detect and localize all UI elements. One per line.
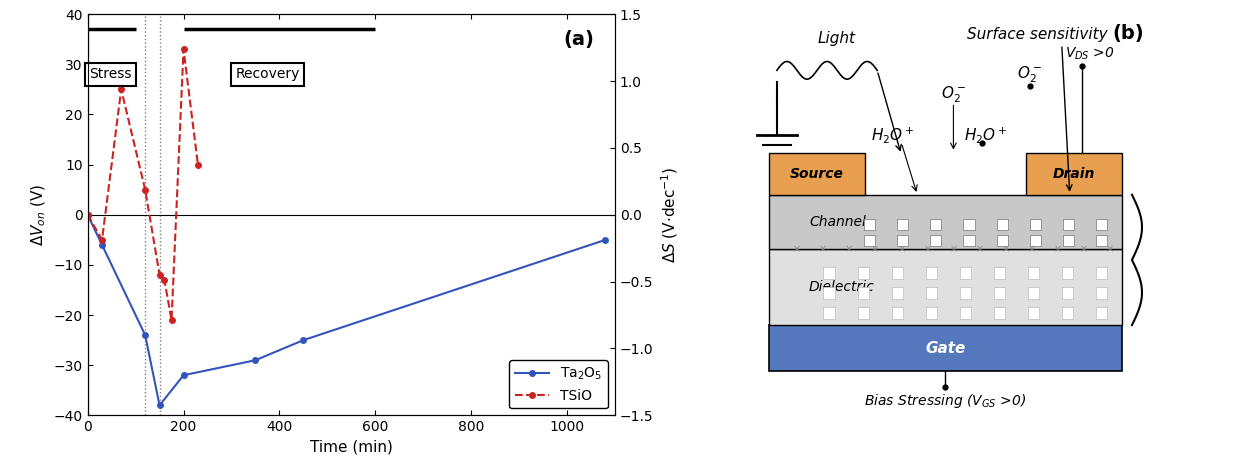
Text: Gate: Gate	[925, 341, 965, 356]
Text: ×: ×	[871, 244, 879, 254]
Bar	[858, 287, 869, 299]
Text: ×: ×	[1079, 244, 1088, 254]
Bar	[960, 287, 972, 299]
Bar	[858, 267, 869, 278]
Text: $O_2^-$: $O_2^-$	[1017, 64, 1042, 84]
Bar	[824, 267, 835, 278]
Bar	[864, 219, 875, 230]
Text: $O_2^-$: $O_2^-$	[942, 84, 967, 105]
Bar	[891, 287, 903, 299]
Text: Channel: Channel	[809, 215, 866, 229]
Text: Stress: Stress	[89, 67, 131, 81]
Y-axis label: $\Delta V_{on}$ (V): $\Delta V_{on}$ (V)	[30, 184, 48, 246]
Bar	[1028, 287, 1039, 299]
Bar	[930, 219, 942, 230]
Bar	[896, 219, 908, 230]
Bar	[769, 249, 1122, 325]
Text: Dielectric: Dielectric	[809, 280, 875, 294]
Bar	[1029, 235, 1040, 246]
Bar	[891, 307, 903, 319]
Text: (a): (a)	[563, 30, 593, 49]
Bar	[896, 235, 908, 246]
Bar	[1063, 219, 1074, 230]
Bar	[1097, 287, 1108, 299]
Bar	[930, 235, 942, 246]
Bar	[824, 287, 835, 299]
Text: (b): (b)	[1112, 24, 1144, 43]
Bar	[858, 307, 869, 319]
Text: ×: ×	[819, 244, 828, 254]
Text: ×: ×	[1002, 244, 1009, 254]
Text: ×: ×	[793, 244, 801, 254]
Bar	[1028, 267, 1039, 278]
Text: ×: ×	[975, 244, 984, 254]
Bar	[1062, 267, 1073, 278]
Text: Drain: Drain	[1053, 167, 1096, 181]
Bar	[963, 219, 974, 230]
Text: ×: ×	[923, 244, 931, 254]
Text: Recovery: Recovery	[235, 67, 299, 81]
Bar	[1025, 152, 1122, 194]
Text: $V_{DS}$ >0: $V_{DS}$ >0	[1065, 46, 1114, 62]
Text: Source: Source	[790, 167, 844, 181]
Text: ×: ×	[1106, 244, 1114, 254]
Bar	[925, 267, 936, 278]
Text: ×: ×	[949, 244, 958, 254]
Text: ×: ×	[1028, 244, 1035, 254]
X-axis label: Time (min): Time (min)	[310, 440, 393, 455]
Bar	[960, 267, 972, 278]
Bar	[994, 307, 1005, 319]
Bar	[1097, 235, 1108, 246]
Text: ×: ×	[845, 244, 853, 254]
Bar	[1097, 219, 1108, 230]
Bar	[1097, 267, 1108, 278]
Bar	[1062, 307, 1073, 319]
Bar	[1062, 287, 1073, 299]
Legend: Ta$_2$O$_5$, TSiO: Ta$_2$O$_5$, TSiO	[510, 360, 608, 408]
Bar	[864, 235, 875, 246]
Text: Bias Stressing ($V_{GS}$ >0): Bias Stressing ($V_{GS}$ >0)	[864, 392, 1027, 410]
Bar	[963, 235, 974, 246]
Bar	[960, 307, 972, 319]
Bar	[994, 287, 1005, 299]
Bar	[824, 307, 835, 319]
Text: ×: ×	[1054, 244, 1062, 254]
Y-axis label: $\Delta S$ (V$\cdot$dec$^{-1}$): $\Delta S$ (V$\cdot$dec$^{-1}$)	[659, 167, 680, 263]
Text: Surface sensitivity: Surface sensitivity	[968, 27, 1108, 42]
Bar	[925, 287, 936, 299]
Bar	[997, 235, 1008, 246]
Text: $H_2O^+$: $H_2O^+$	[964, 125, 1008, 144]
Text: Light: Light	[818, 31, 856, 46]
Bar	[769, 325, 1122, 371]
Bar	[994, 267, 1005, 278]
Bar	[1063, 235, 1074, 246]
Bar	[769, 152, 865, 194]
Bar	[925, 307, 936, 319]
Bar	[1097, 307, 1108, 319]
Bar	[1028, 307, 1039, 319]
Bar	[891, 267, 903, 278]
Text: $H_2O^+$: $H_2O^+$	[871, 125, 915, 144]
Bar	[997, 219, 1008, 230]
Bar	[769, 194, 1122, 249]
Text: ×: ×	[898, 244, 905, 254]
Bar	[1029, 219, 1040, 230]
